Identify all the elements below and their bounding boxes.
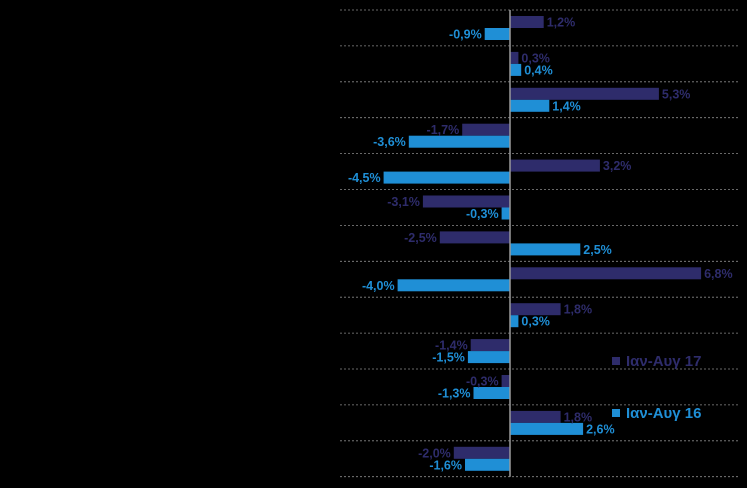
bar-series-1-row-1 [510,16,544,28]
bar-series-2-row-7 [510,243,581,256]
bar-series-1-row-11 [501,375,510,387]
grid-lines [340,9,740,478]
bar-series-1-row-6 [422,195,510,208]
data-label-series-2-row-12: 2,6% [586,422,615,436]
bar-series-1-row-7 [439,231,511,244]
data-label-series-1-row-3: 5,3% [662,87,691,101]
bar-series-2-row-8 [397,279,510,292]
bar-series-1-row-9 [510,303,561,316]
bar-series-2-row-1 [484,28,510,40]
data-label-series-1-row-1: 1,2% [547,16,576,30]
bar-series-1-row-5 [510,159,600,172]
data-label-series-1-row-10: -1,4% [435,339,468,353]
bar-series-2-row-12 [510,422,584,435]
legend-swatch-series-2 [612,409,620,417]
data-label-series-2-row-6: -0,3% [466,207,499,221]
bar-series-1-row-8 [510,267,702,280]
bar-series-1-row-13 [453,446,510,459]
bar-series-1-row-10 [470,339,510,352]
data-label-series-1-row-5: 3,2% [603,159,632,173]
bar-series-1-row-12 [510,410,561,423]
data-label-series-1-row-8: 6,8% [704,267,733,281]
bar-series-2-row-10 [467,351,511,364]
bar-series-2-row-13 [465,458,510,471]
data-label-series-1-row-13: -2,0% [418,446,451,460]
bar-series-1-row-4 [462,123,510,136]
legend-label-series-1: Ιαν-Αυγ 17 [626,353,701,370]
data-label-series-2-row-4: -3,6% [373,135,406,149]
bar-series-2-row-5 [383,171,511,184]
data-label-series-1-row-11: -0,3% [466,375,499,389]
legend-item-series-1: Ιαν-Αυγ 17 [612,353,701,370]
bars [383,16,702,471]
data-label-series-1-row-7: -2,5% [404,231,437,245]
data-label-series-1-row-2: 0,3% [521,51,550,65]
bar-series-1-row-2 [510,51,519,64]
legend: Ιαν-Αυγ 17 Ιαν-Αυγ 16 [612,353,701,422]
bar-series-1-row-3 [510,87,659,100]
bar-series-2-row-3 [510,99,550,112]
legend-swatch-series-1 [612,357,620,365]
data-label-series-2-row-11: -1,3% [438,387,471,401]
data-label-series-2-row-13: -1,6% [429,458,462,472]
data-label-series-1-row-12: 1,8% [564,410,593,424]
data-labels: 1,2% 0,3% 5,3% -1,7% 3,2% -3,1% -2,5% 6,8% 1,8% -… [348,16,733,473]
data-label-series-1-row-4: -1,7% [427,123,460,137]
data-label-series-2-row-7: 2,5% [583,243,612,257]
data-label-series-2-row-2: 0,4% [524,63,553,77]
legend-label-series-2: Ιαν-Αυγ 16 [626,405,701,422]
data-label-series-2-row-1: -0,9% [449,28,482,42]
legend-item-series-2: Ιαν-Αυγ 16 [612,405,701,422]
data-label-series-2-row-5: -4,5% [348,171,381,185]
data-label-series-2-row-8: -4,0% [362,279,395,293]
bar-series-2-row-4 [408,135,510,148]
data-label-series-1-row-9: 1,8% [564,303,593,317]
bar-series-2-row-6 [501,207,510,220]
data-label-series-1-row-6: -3,1% [387,195,420,209]
bar-series-2-row-11 [473,387,510,399]
data-label-series-2-row-3: 1,4% [552,99,581,113]
bar-series-2-row-2 [510,63,522,76]
bar-series-2-row-9 [510,315,519,328]
data-label-series-2-row-10: -1,5% [432,351,465,365]
data-label-series-2-row-9: 0,3% [521,315,550,329]
